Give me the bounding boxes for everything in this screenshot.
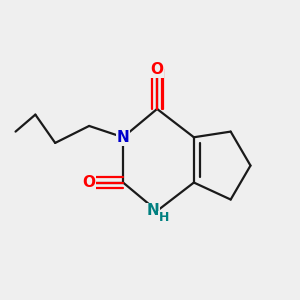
Text: N: N [146, 203, 159, 218]
Text: O: O [151, 62, 164, 77]
Text: H: H [159, 212, 169, 224]
Text: N: N [117, 130, 130, 145]
Text: O: O [82, 175, 96, 190]
